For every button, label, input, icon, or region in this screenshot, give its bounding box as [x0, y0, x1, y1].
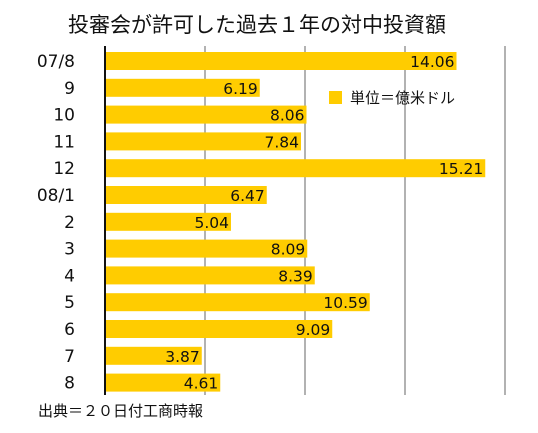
data-label: 6.47	[230, 187, 265, 205]
bar	[105, 52, 457, 70]
bar	[105, 212, 231, 231]
data-label: 5.04	[194, 214, 229, 232]
legend-label: 単位＝億米ドル	[350, 89, 455, 107]
data-label: 9.09	[296, 321, 331, 339]
y-tick-label: 4	[64, 266, 75, 286]
y-tick-label: 8	[64, 374, 75, 394]
data-label: 4.61	[184, 375, 219, 393]
bar	[105, 186, 267, 204]
bar	[105, 320, 333, 338]
y-tick-label: 10	[53, 106, 75, 126]
bar	[105, 373, 221, 392]
bar	[105, 78, 260, 97]
chart-title: 投審会が許可した過去１年の対中投資額	[68, 13, 446, 37]
bar	[105, 159, 486, 178]
data-label: 14.06	[410, 53, 454, 71]
bar	[105, 266, 315, 285]
y-tick-label: 5	[64, 293, 75, 313]
data-label: 8.09	[271, 241, 306, 259]
bar	[105, 346, 202, 365]
y-tick-label: 11	[53, 132, 75, 152]
y-tick-label: 07/8	[37, 52, 75, 72]
y-tick-label: 3	[64, 240, 75, 260]
bar	[105, 239, 308, 258]
data-label: 8.06	[270, 107, 305, 125]
y-tick-label: 9	[64, 79, 75, 99]
y-tick-label: 2	[64, 213, 75, 233]
data-label: 15.21	[439, 160, 483, 178]
bar	[105, 293, 370, 312]
source-note: 出典＝２０日付工商時報	[38, 402, 203, 420]
y-tick-label: 08/1	[37, 186, 75, 206]
data-label: 7.84	[264, 133, 299, 151]
y-tick-label: 12	[53, 159, 75, 179]
legend-swatch	[329, 91, 342, 104]
data-label: 6.19	[223, 80, 258, 98]
data-label: 8.39	[278, 267, 313, 285]
data-label: 3.87	[165, 348, 200, 366]
data-label: 10.59	[323, 294, 367, 312]
bar	[105, 132, 301, 151]
bar	[105, 105, 307, 124]
y-tick-label: 6	[64, 320, 75, 340]
y-tick-label: 7	[64, 347, 75, 367]
